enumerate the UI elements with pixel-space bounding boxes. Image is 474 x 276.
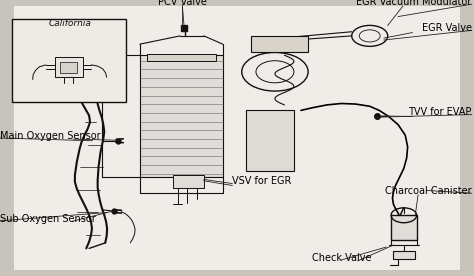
Text: EGR Valve: EGR Valve xyxy=(422,23,472,33)
Bar xyxy=(393,251,415,259)
Text: Charcoal Canister: Charcoal Canister xyxy=(385,186,472,196)
Bar xyxy=(147,54,216,61)
Text: TVV for EVAP: TVV for EVAP xyxy=(408,107,472,117)
FancyBboxPatch shape xyxy=(12,19,126,102)
Bar xyxy=(391,215,417,240)
Text: Check Valve: Check Valve xyxy=(311,253,371,263)
Bar xyxy=(251,36,308,52)
Bar xyxy=(60,62,77,73)
Text: VSV for EGR: VSV for EGR xyxy=(232,176,292,186)
Bar xyxy=(55,57,83,77)
FancyBboxPatch shape xyxy=(14,6,460,270)
Bar xyxy=(173,175,204,188)
Text: Sub Oxygen Sensor: Sub Oxygen Sensor xyxy=(0,214,96,224)
Text: EGR Vacuum Modulator: EGR Vacuum Modulator xyxy=(356,0,472,7)
Text: PCV Valve: PCV Valve xyxy=(158,0,207,7)
Text: Main Oxygen Sensor: Main Oxygen Sensor xyxy=(0,131,100,141)
Bar xyxy=(140,55,223,177)
Text: California: California xyxy=(49,18,91,28)
Bar xyxy=(246,110,294,171)
